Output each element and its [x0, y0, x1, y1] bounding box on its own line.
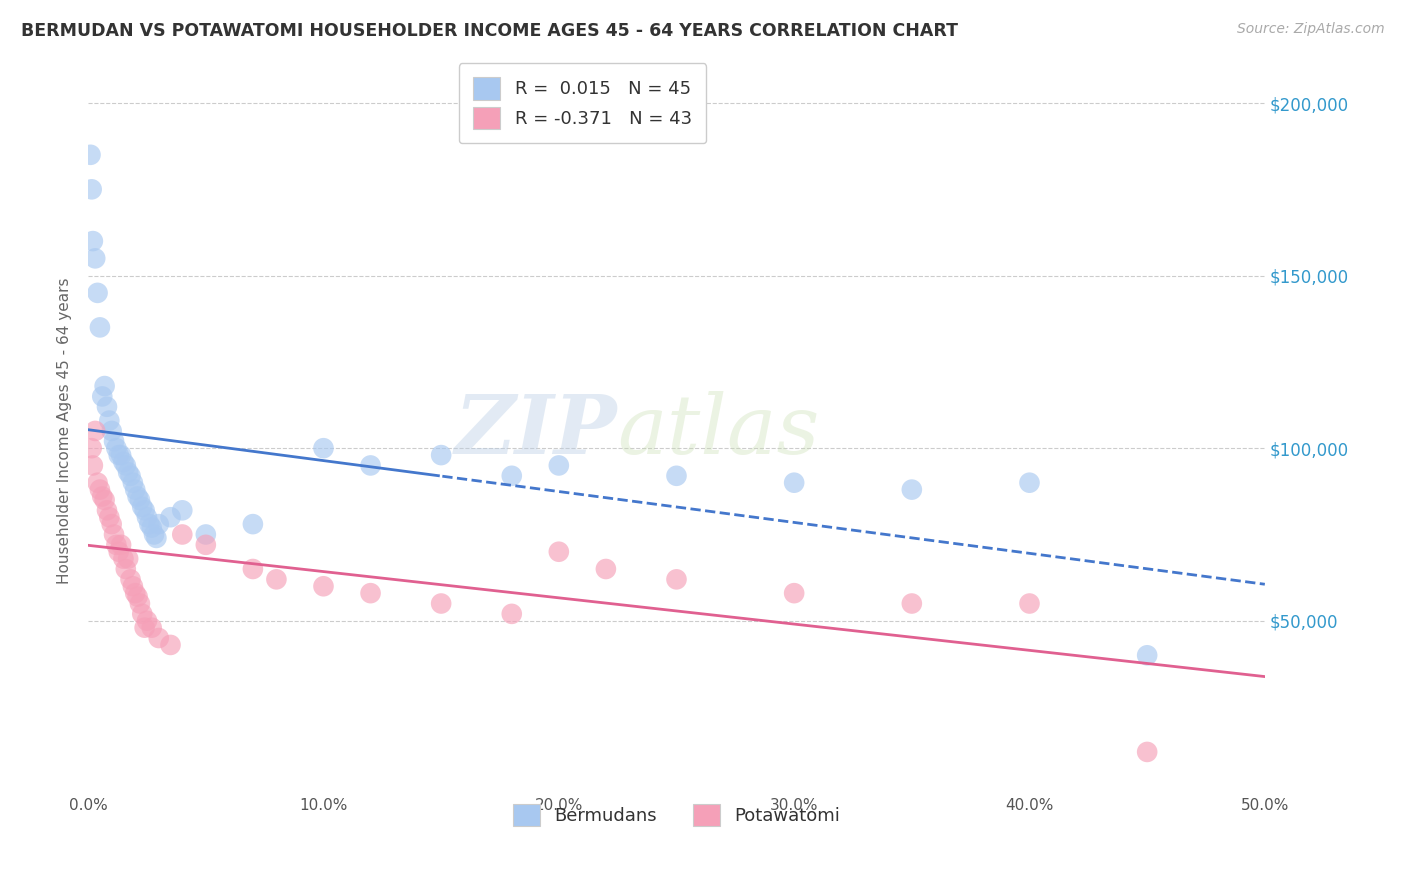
- Point: [901, 483, 924, 497]
- Point: [89, 483, 111, 497]
- Point: [131, 500, 153, 514]
- Point: [143, 527, 166, 541]
- Text: atlas: atlas: [617, 391, 820, 471]
- Point: [121, 475, 143, 490]
- Point: [110, 448, 132, 462]
- Point: [103, 527, 125, 541]
- Point: [148, 517, 170, 532]
- Point: [82, 234, 104, 248]
- Point: [131, 607, 153, 621]
- Point: [84, 424, 107, 438]
- Legend: Bermudans, Potawatomi: Bermudans, Potawatomi: [503, 795, 849, 835]
- Point: [89, 320, 111, 334]
- Point: [194, 538, 217, 552]
- Point: [430, 597, 453, 611]
- Point: [1136, 648, 1159, 663]
- Point: [112, 455, 135, 469]
- Point: [136, 510, 159, 524]
- Point: [80, 182, 103, 196]
- Text: BERMUDAN VS POTAWATOMI HOUSEHOLDER INCOME AGES 45 - 64 YEARS CORRELATION CHART: BERMUDAN VS POTAWATOMI HOUSEHOLDER INCOM…: [21, 22, 957, 40]
- Point: [117, 551, 139, 566]
- Point: [114, 458, 136, 473]
- Point: [360, 458, 382, 473]
- Point: [82, 458, 104, 473]
- Point: [172, 527, 194, 541]
- Point: [665, 468, 688, 483]
- Point: [134, 503, 156, 517]
- Point: [266, 572, 288, 586]
- Point: [127, 590, 149, 604]
- Point: [547, 458, 569, 473]
- Point: [84, 252, 107, 266]
- Point: [120, 572, 142, 586]
- Point: [79, 148, 101, 162]
- Point: [141, 621, 163, 635]
- Text: ZIP: ZIP: [456, 391, 617, 471]
- Point: [124, 483, 146, 497]
- Point: [159, 638, 181, 652]
- Point: [138, 517, 160, 532]
- Point: [312, 441, 335, 455]
- Point: [136, 614, 159, 628]
- Point: [129, 492, 152, 507]
- Point: [665, 572, 688, 586]
- Point: [98, 414, 121, 428]
- Point: [121, 579, 143, 593]
- Point: [159, 510, 181, 524]
- Point: [93, 379, 115, 393]
- Point: [107, 545, 129, 559]
- Point: [98, 510, 121, 524]
- Point: [120, 468, 142, 483]
- Point: [1018, 475, 1040, 490]
- Point: [312, 579, 335, 593]
- Point: [100, 424, 122, 438]
- Point: [134, 621, 156, 635]
- Point: [80, 441, 103, 455]
- Point: [86, 475, 108, 490]
- Point: [91, 490, 114, 504]
- Point: [172, 503, 194, 517]
- Point: [93, 492, 115, 507]
- Point: [242, 517, 264, 532]
- Point: [129, 597, 152, 611]
- Point: [783, 475, 806, 490]
- Point: [501, 468, 523, 483]
- Point: [114, 562, 136, 576]
- Point: [96, 400, 118, 414]
- Point: [145, 531, 167, 545]
- Point: [107, 448, 129, 462]
- Point: [127, 490, 149, 504]
- Point: [194, 527, 217, 541]
- Point: [141, 520, 163, 534]
- Point: [1136, 745, 1159, 759]
- Point: [242, 562, 264, 576]
- Point: [117, 466, 139, 480]
- Point: [783, 586, 806, 600]
- Text: Source: ZipAtlas.com: Source: ZipAtlas.com: [1237, 22, 1385, 37]
- Y-axis label: Householder Income Ages 45 - 64 years: Householder Income Ages 45 - 64 years: [58, 277, 72, 584]
- Point: [1018, 597, 1040, 611]
- Point: [110, 538, 132, 552]
- Point: [148, 631, 170, 645]
- Point: [595, 562, 617, 576]
- Point: [360, 586, 382, 600]
- Point: [112, 551, 135, 566]
- Point: [103, 434, 125, 449]
- Point: [430, 448, 453, 462]
- Point: [100, 517, 122, 532]
- Point: [91, 389, 114, 403]
- Point: [105, 441, 128, 455]
- Point: [501, 607, 523, 621]
- Point: [547, 545, 569, 559]
- Point: [96, 503, 118, 517]
- Point: [124, 586, 146, 600]
- Point: [105, 538, 128, 552]
- Point: [86, 285, 108, 300]
- Point: [901, 597, 924, 611]
